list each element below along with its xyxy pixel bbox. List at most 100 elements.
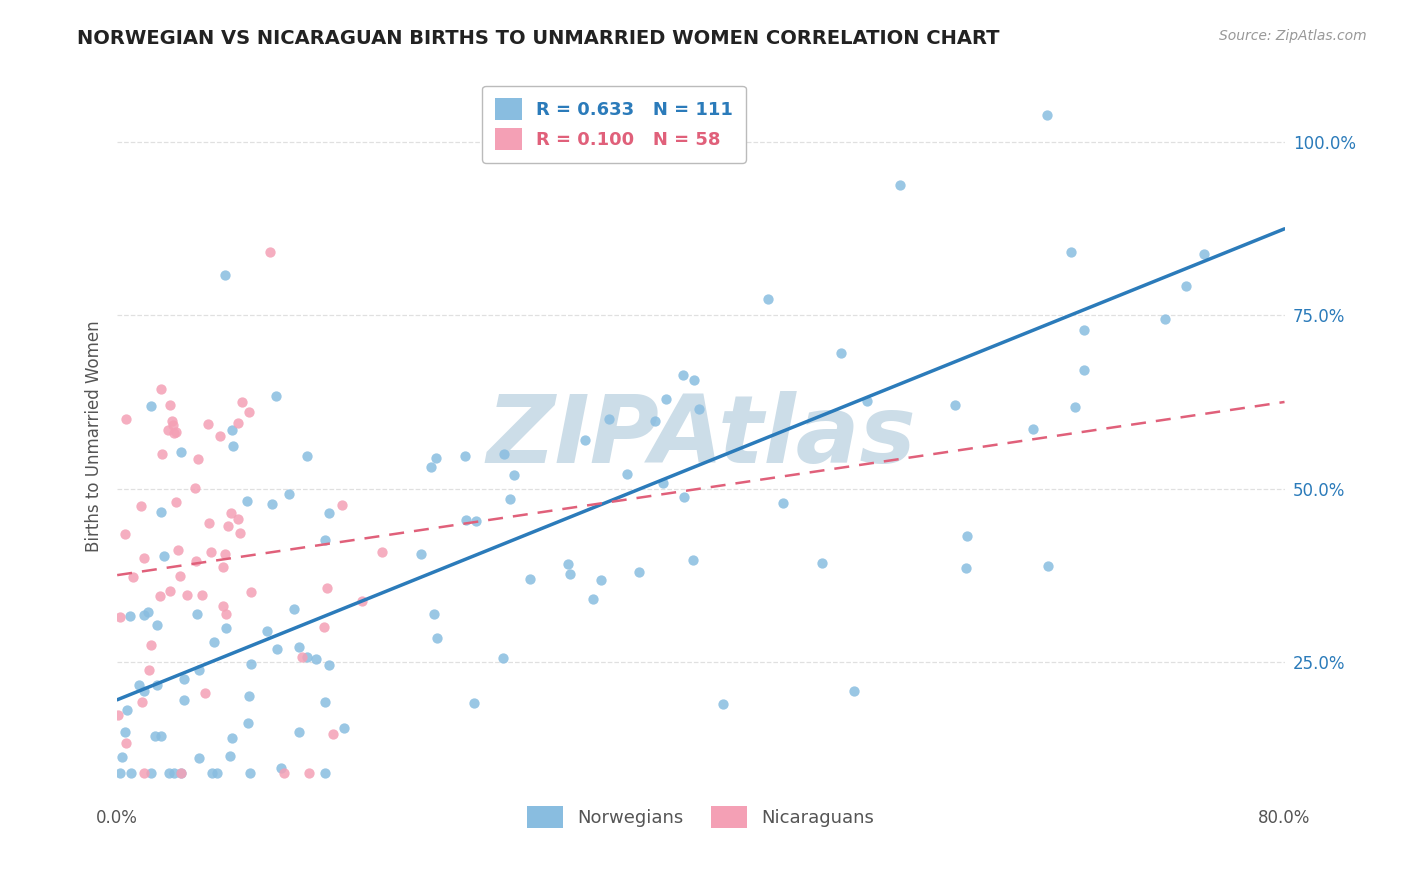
Point <box>187 452 209 467</box>
Point <box>756 293 779 307</box>
Point <box>409 547 432 561</box>
Point <box>1073 323 1095 337</box>
Point <box>350 594 373 608</box>
Point <box>221 424 243 438</box>
Point <box>163 765 186 780</box>
Point <box>1036 107 1059 121</box>
Point <box>295 649 318 664</box>
Point <box>262 498 284 512</box>
Point <box>239 765 262 780</box>
Point <box>132 551 155 566</box>
Point <box>582 592 605 607</box>
Point <box>502 468 524 483</box>
Point <box>844 684 866 698</box>
Point <box>240 657 263 671</box>
Point <box>711 697 734 711</box>
Point <box>143 729 166 743</box>
Point <box>184 481 207 495</box>
Point <box>682 373 704 387</box>
Point <box>256 624 278 638</box>
Point <box>955 561 977 575</box>
Point <box>118 608 141 623</box>
Point <box>423 607 446 622</box>
Point <box>173 672 195 686</box>
Point <box>644 414 666 428</box>
Point <box>221 506 243 520</box>
Point <box>1153 312 1175 326</box>
Point <box>114 527 136 541</box>
Point <box>1036 558 1059 573</box>
Point <box>456 513 478 527</box>
Point <box>149 505 172 519</box>
Point <box>221 731 243 745</box>
Point <box>316 581 339 595</box>
Point <box>214 620 236 634</box>
Point <box>318 658 340 673</box>
Point <box>111 750 134 764</box>
Point <box>465 514 488 528</box>
Point <box>558 566 581 581</box>
Point <box>492 447 515 461</box>
Point <box>222 439 245 453</box>
Point <box>238 689 260 703</box>
Point <box>1073 363 1095 377</box>
Point <box>157 423 180 437</box>
Point <box>114 725 136 739</box>
Text: ZIPAtlas: ZIPAtlas <box>486 391 915 483</box>
Point <box>889 178 911 193</box>
Point <box>229 526 252 541</box>
Point <box>131 695 153 709</box>
Point <box>238 405 260 419</box>
Point <box>956 529 979 543</box>
Point <box>117 703 139 717</box>
Point <box>212 599 235 613</box>
Point <box>139 638 162 652</box>
Point <box>598 412 620 426</box>
Point <box>115 735 138 749</box>
Point <box>194 685 217 699</box>
Point <box>420 459 443 474</box>
Point <box>463 697 485 711</box>
Point <box>238 715 260 730</box>
Point <box>453 449 475 463</box>
Point <box>186 554 208 568</box>
Point <box>146 618 169 632</box>
Point <box>688 402 710 417</box>
Point <box>120 765 142 780</box>
Point <box>855 393 877 408</box>
Point <box>240 585 263 599</box>
Point <box>557 558 579 572</box>
Point <box>217 518 239 533</box>
Point <box>173 693 195 707</box>
Point <box>197 417 219 431</box>
Point <box>1192 247 1215 261</box>
Point <box>165 495 187 509</box>
Point <box>209 429 232 443</box>
Point <box>190 588 212 602</box>
Point <box>295 449 318 463</box>
Point <box>231 395 253 409</box>
Point <box>628 565 651 579</box>
Point <box>170 445 193 459</box>
Point <box>165 425 187 440</box>
Point <box>298 765 321 780</box>
Point <box>160 414 183 428</box>
Point <box>616 467 638 482</box>
Point <box>314 765 336 780</box>
Point <box>291 650 314 665</box>
Point <box>214 547 236 561</box>
Point <box>273 765 295 780</box>
Text: Source: ZipAtlas.com: Source: ZipAtlas.com <box>1219 29 1367 44</box>
Point <box>270 761 292 775</box>
Point <box>128 678 150 692</box>
Legend: Norwegians, Nicaraguans: Norwegians, Nicaraguans <box>520 798 882 835</box>
Point <box>170 765 193 780</box>
Point <box>188 664 211 678</box>
Point <box>266 641 288 656</box>
Point <box>314 620 336 634</box>
Point <box>943 398 966 412</box>
Point <box>682 552 704 566</box>
Point <box>218 749 240 764</box>
Point <box>186 607 208 622</box>
Point <box>425 450 447 465</box>
